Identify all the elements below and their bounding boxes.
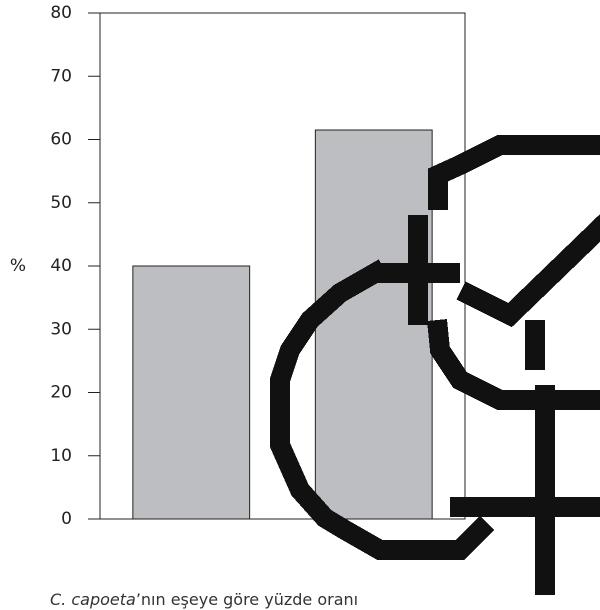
male-symbol-ring-top <box>428 135 600 210</box>
y-axis-label: % <box>10 256 26 276</box>
caption-species: C. capoeta <box>50 590 136 609</box>
female-symbol-ring <box>270 259 495 560</box>
y-tick-label: 0 <box>61 509 72 529</box>
y-tick-label: 80 <box>50 3 72 23</box>
y-tick-label: 40 <box>50 256 72 276</box>
y-tick-label: 30 <box>50 319 72 339</box>
bar <box>132 265 251 520</box>
y-tick-label: 10 <box>50 446 72 466</box>
y-tick-label: 70 <box>50 66 72 86</box>
caption-text: ’nın eşeye göre yüzde oranı <box>136 590 358 609</box>
y-tick-label: 60 <box>50 130 72 150</box>
y-tick-label: 50 <box>50 193 72 213</box>
gender-symbols <box>270 135 600 595</box>
y-tick-label: 20 <box>50 383 72 403</box>
caption: C. capoeta’nın eşeye göre yüzde oranı <box>50 590 358 609</box>
male-symbol-arrow <box>456 214 600 328</box>
male-symbol-ring-bottom <box>427 319 600 410</box>
